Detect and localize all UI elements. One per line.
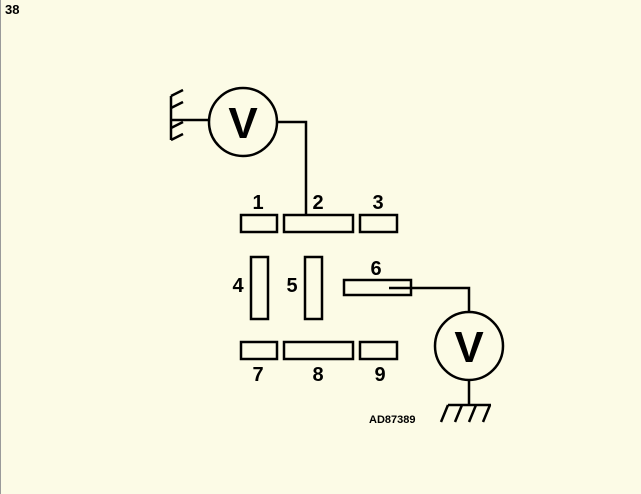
terminal-label-2: 2 <box>312 192 323 214</box>
terminal-label-7: 7 <box>252 364 263 386</box>
terminal-9 <box>358 340 399 361</box>
terminal-2 <box>282 213 355 234</box>
terminal-7 <box>239 340 279 361</box>
voltmeter-top: V <box>207 86 279 158</box>
terminal-label-6: 6 <box>370 258 381 280</box>
terminal-label-8: 8 <box>312 364 323 386</box>
terminal-8 <box>282 340 355 361</box>
terminal-label-9: 9 <box>374 364 385 386</box>
terminal-3 <box>358 213 399 234</box>
probe-lead-bottom <box>389 286 471 312</box>
terminal-1 <box>239 213 279 234</box>
voltmeter-bottom: V <box>433 310 505 382</box>
terminal-5 <box>303 255 324 321</box>
terminal-label-3: 3 <box>372 192 383 214</box>
page-number: 38 <box>5 2 20 17</box>
terminal-label-5: 5 <box>286 275 297 297</box>
terminal-4 <box>249 255 270 321</box>
voltmeter-top-symbol: V <box>228 99 258 148</box>
ground-symbol-top <box>169 88 209 142</box>
terminal-label-1: 1 <box>252 192 263 214</box>
voltmeter-bottom-symbol: V <box>454 323 484 372</box>
terminal-label-4: 4 <box>232 275 244 297</box>
ground-symbol-bottom <box>439 380 492 423</box>
probe-lead-top <box>277 120 308 218</box>
reference-code: AD87389 <box>369 414 415 426</box>
